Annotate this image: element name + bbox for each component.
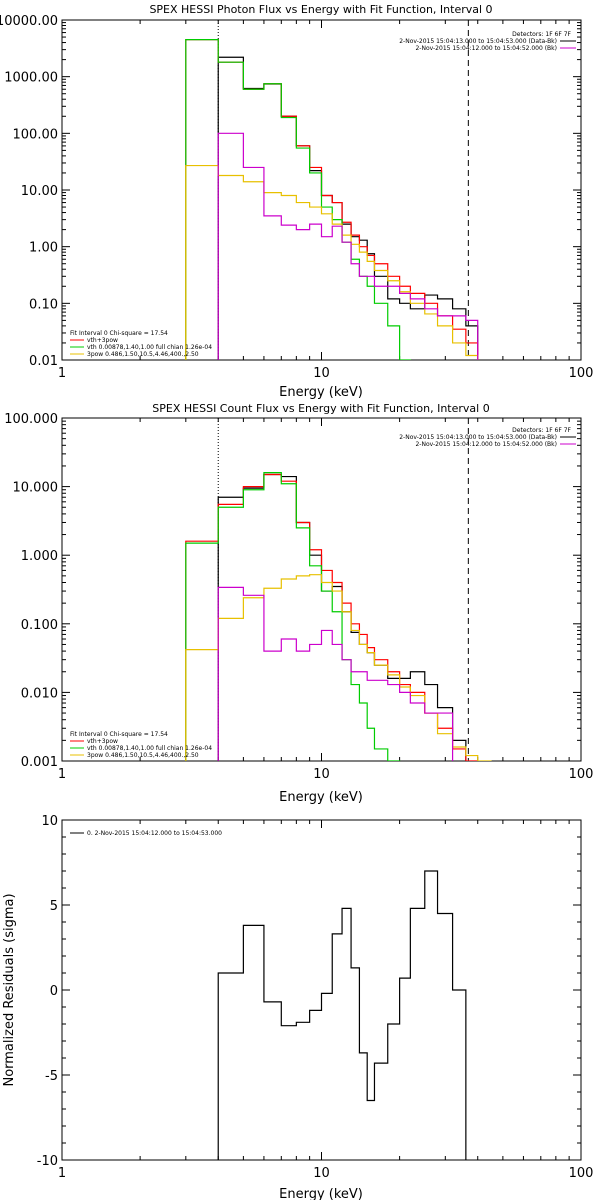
count-series-vth-3pow-line xyxy=(185,473,479,761)
residual-series xyxy=(217,870,467,1160)
residual-legend-label: 0. 2-Nov-2015 15:04:12.000 to 15:04:53.0… xyxy=(87,830,222,837)
photon-legend-bk-label: 2-Nov-2015 15:04:12.000 to 15:04:52.000 … xyxy=(415,45,557,52)
panel-count-flux: SPEX HESSI Count Flux vs Energy with Fit… xyxy=(4,402,593,805)
residual-legend: 0. 2-Nov-2015 15:04:12.000 to 15:04:53.0… xyxy=(70,830,222,837)
y-tick-label: 5 xyxy=(50,899,58,914)
x-tick-label: 1 xyxy=(58,1166,66,1181)
y-tick-label: 0.10 xyxy=(29,297,58,312)
count-series-3pow-line xyxy=(185,574,492,761)
x-tick-label: 10 xyxy=(313,366,330,381)
y-tick-label: 0 xyxy=(50,984,58,999)
count-legend-top: Detectors: 1F 6F 7F 2-Nov-2015 15:04:13.… xyxy=(399,427,576,448)
photon-x-axis-label: Energy (keV) xyxy=(279,385,363,400)
photon-legend-vth-label: vth 0.00878,1.40,1.00 full chian 1.26e-0… xyxy=(87,344,212,351)
y-tick-label: 0.100 xyxy=(21,618,58,633)
photon-series-data-bk-line xyxy=(217,56,479,360)
x-tick-label: 10 xyxy=(313,767,330,782)
x-tick-label: 1 xyxy=(58,767,66,782)
y-tick-label: 1.000 xyxy=(21,549,58,564)
y-tick-label: 10.00 xyxy=(21,184,58,199)
x-tick-label: 10 xyxy=(313,1166,330,1181)
photon-legend-3pow-label: 3pow 0.486,1.50,10.5,4.46,400.,2.50 xyxy=(87,351,199,358)
count-fit-header: Fit Interval 0 Chi-square = 17.54 xyxy=(70,731,168,738)
count-legend-bk-label: 2-Nov-2015 15:04:12.000 to 15:04:52.000 … xyxy=(415,441,557,448)
y-tick-label: 10 xyxy=(41,814,58,829)
count-x-ticks: 1 10 100 xyxy=(58,418,594,782)
count-chart-title: SPEX HESSI Count Flux vs Energy with Fit… xyxy=(152,402,489,415)
count-series-vth-line xyxy=(185,472,401,761)
x-tick-label: 100 xyxy=(569,366,594,381)
count-fit-range-lines xyxy=(217,418,469,761)
count-series-bk-line xyxy=(217,586,454,761)
panel-photon-flux: SPEX HESSI Photon Flux vs Energy with Fi… xyxy=(0,3,593,400)
x-tick-label: 100 xyxy=(569,767,594,782)
photon-x-ticks: 1 10 100 xyxy=(58,20,594,381)
photon-series-bk-line xyxy=(217,132,479,360)
y-tick-label: -10 xyxy=(37,1154,58,1169)
photon-legend-data-label: 2-Nov-2015 15:04:13.000 to 15:04:53.000 … xyxy=(399,38,557,45)
x-tick-label: 1 xyxy=(58,366,66,381)
residual-y-ticks: 10 5 0 -5 -10 xyxy=(37,814,581,1169)
count-legend-fit: Fit Interval 0 Chi-square = 17.54 vth+3p… xyxy=(70,731,212,759)
y-tick-label: 0.01 xyxy=(29,354,58,369)
count-detectors-label: Detectors: 1F 6F 7F xyxy=(512,427,571,434)
y-tick-label: 10000.00 xyxy=(0,14,58,29)
photon-chart-title: SPEX HESSI Photon Flux vs Energy with Fi… xyxy=(149,3,492,16)
count-legend-data-label: 2-Nov-2015 15:04:13.000 to 15:04:53.000 … xyxy=(399,434,557,441)
y-tick-label: 100.00 xyxy=(13,127,59,142)
photon-y-ticks: 0.01 0.10 1.00 10.00 100.00 1000.00 10000.00 xyxy=(0,14,581,369)
photon-series xyxy=(185,39,479,360)
photon-fit-range-lines xyxy=(217,20,469,360)
photon-series-vth-line xyxy=(185,39,411,360)
x-tick-label: 100 xyxy=(569,1166,594,1181)
residual-x-ticks: 1 10 100 xyxy=(58,820,594,1181)
count-legend-total-label: vth+3pow xyxy=(87,738,118,745)
y-tick-label: -5 xyxy=(45,1069,58,1084)
y-tick-label: 1000.00 xyxy=(4,71,58,86)
residual-plot-frame xyxy=(61,819,582,1161)
count-series xyxy=(185,472,492,761)
y-tick-label: 0.010 xyxy=(21,686,58,701)
photon-fit-header: Fit Interval 0 Chi-square = 17.54 xyxy=(70,330,168,337)
photon-series-3pow-line xyxy=(185,164,479,360)
photon-legend-fit: Fit Interval 0 Chi-square = 17.54 vth+3p… xyxy=(70,330,212,358)
residual-y-axis-label: Normalized Residuals (sigma) xyxy=(2,893,17,1086)
y-tick-label: 10.000 xyxy=(13,481,59,496)
count-y-ticks: 0.001 0.010 0.100 1.000 10.000 100.000 xyxy=(4,412,581,770)
count-legend-vth-label: vth 0.00878,1.40,1.00 full chian 1.26e-0… xyxy=(87,745,212,752)
residual-x-axis-label: Energy (keV) xyxy=(279,1187,363,1200)
count-x-axis-label: Energy (keV) xyxy=(279,790,363,805)
photon-legend-total-label: vth+3pow xyxy=(87,337,118,344)
photon-series-vth-3pow-line xyxy=(185,39,479,360)
y-tick-label: 0.001 xyxy=(21,755,58,770)
photon-detectors-label: Detectors: 1F 6F 7F xyxy=(512,31,571,38)
count-legend-3pow-label: 3pow 0.486,1.50,10.5,4.46,400.,2.50 xyxy=(87,752,199,759)
residual-series-0-2-nov-2015-15-04-12-000-to-15-04-53-000-line xyxy=(217,870,467,1160)
photon-legend-top: Detectors: 1F 6F 7F 2-Nov-2015 15:04:13.… xyxy=(399,31,576,52)
y-tick-label: 1.00 xyxy=(29,241,58,256)
y-tick-label: 100.000 xyxy=(4,412,58,427)
panel-residuals: 10 5 0 -5 -10 1 10 100 Energy (keV) Normalized… xyxy=(2,814,593,1200)
